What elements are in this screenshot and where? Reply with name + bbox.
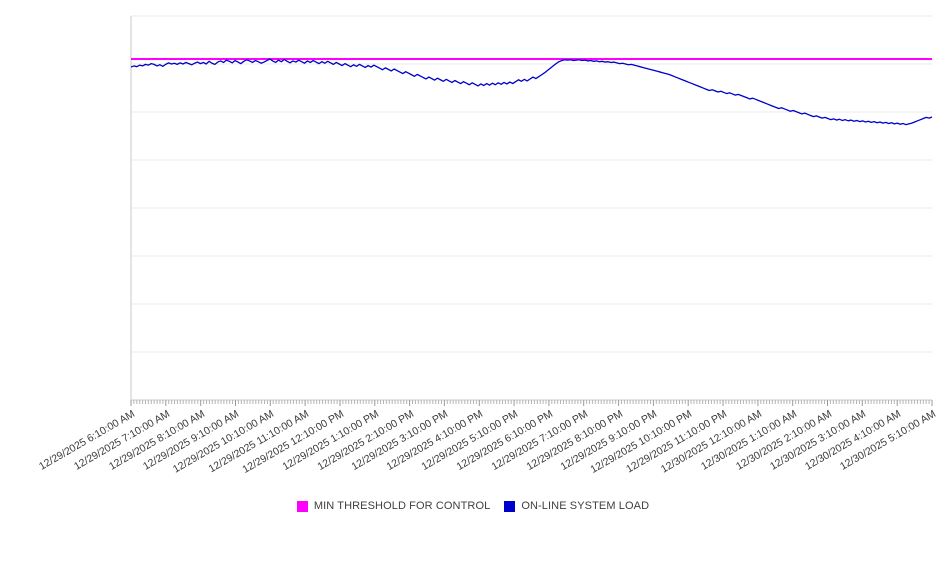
legend-swatch-min-threshold xyxy=(296,500,308,512)
x-axis-minor-ticks xyxy=(130,400,933,406)
legend-item-system-load[interactable]: ON-LINE SYSTEM LOAD xyxy=(504,500,649,512)
on-line-system-load-line xyxy=(130,58,933,126)
legend-swatch-system-load xyxy=(504,500,516,512)
gridlines-group xyxy=(131,15,932,401)
plot-area xyxy=(130,15,933,406)
chart-container: 12/29/2025 6:10:00 AM 12/29/2025 7:10:00 … xyxy=(0,15,946,516)
legend-label-system-load: ON-LINE SYSTEM LOAD xyxy=(521,500,650,512)
legend-item-min-threshold[interactable]: MIN THRESHOLD FOR CONTROL xyxy=(296,500,491,512)
legend-label-min-threshold: MIN THRESHOLD FOR CONTROL xyxy=(313,500,491,512)
chart-legend: MIN THRESHOLD FOR CONTROL ON-LINE SYSTEM… xyxy=(0,496,946,516)
